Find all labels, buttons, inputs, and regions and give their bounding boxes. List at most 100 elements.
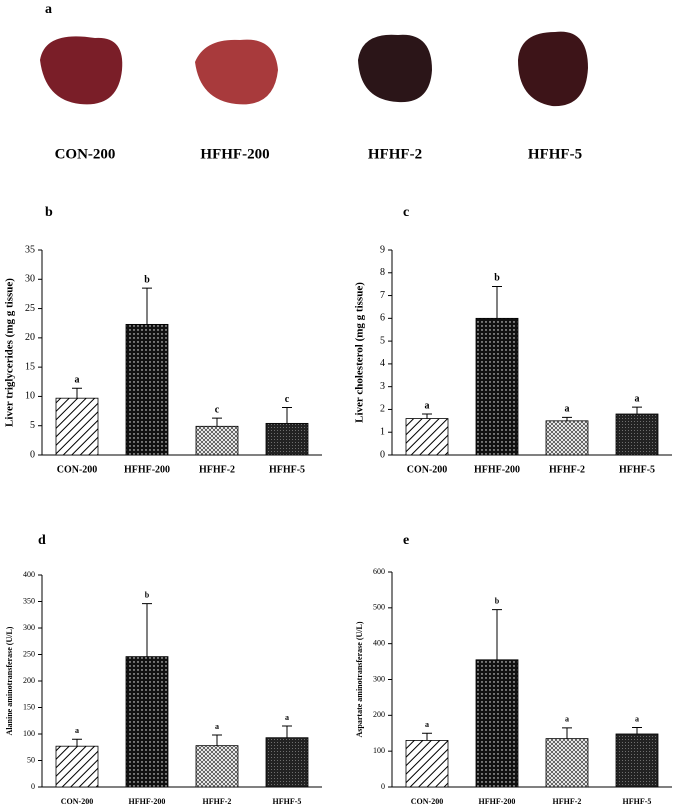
x-tick-label: HFHF-200	[474, 464, 520, 475]
significance-label: b	[145, 590, 150, 599]
y-tick-label: 100	[23, 729, 35, 738]
bar	[405, 740, 449, 788]
significance-label: a	[565, 715, 569, 724]
liver-photo	[518, 31, 588, 107]
bar	[545, 420, 589, 456]
significance-label: a	[215, 722, 219, 731]
error-bar	[142, 287, 152, 325]
x-tick-label: HFHF-200	[479, 797, 516, 806]
error-bar	[422, 413, 432, 419]
y-tick-label: 15	[25, 361, 35, 372]
y-tick-label: 30	[25, 274, 35, 285]
photo-caption: CON-200	[55, 146, 116, 162]
y-tick-label: 0	[381, 782, 385, 791]
panel-label: d	[38, 533, 46, 548]
photo-caption: HFHF-5	[528, 146, 582, 162]
y-tick-label: 100	[373, 746, 385, 755]
y-tick-label: 6	[380, 313, 385, 324]
error-bar	[422, 732, 432, 741]
bar	[265, 737, 309, 788]
error-bar	[212, 734, 222, 746]
significance-label: a	[425, 400, 430, 411]
x-tick-label: HFHF-5	[273, 797, 302, 806]
y-axis-label: Alanine aminotransferase (U/L)	[5, 626, 14, 735]
photo-caption: HFHF-200	[200, 146, 269, 162]
bar	[195, 745, 239, 788]
y-tick-label: 5	[380, 335, 385, 346]
x-tick-label: HFHF-5	[623, 797, 652, 806]
x-tick-label: HFHF-2	[553, 797, 582, 806]
x-tick-label: HFHF-5	[269, 464, 305, 475]
y-tick-label: 350	[23, 596, 35, 605]
x-tick-label: HFHF-5	[619, 464, 655, 475]
y-tick-label: 300	[373, 674, 385, 683]
y-tick-label: 2	[380, 404, 385, 415]
significance-label: c	[285, 394, 290, 405]
y-tick-label: 150	[23, 702, 35, 711]
bar	[125, 656, 169, 788]
error-bar	[632, 727, 642, 734]
error-bar	[562, 416, 572, 421]
significance-label: a	[635, 714, 639, 723]
liver-photo	[195, 39, 278, 105]
y-tick-label: 4	[380, 358, 385, 369]
y-axis-label: Aspartate aminotransferase (U/L)	[355, 621, 364, 737]
y-tick-label: 250	[23, 649, 35, 658]
y-tick-label: 10	[25, 391, 35, 402]
bar	[405, 418, 449, 456]
bar	[125, 323, 169, 456]
error-bar	[562, 727, 572, 739]
y-tick-label: 200	[23, 676, 35, 685]
photo-caption: HFHF-2	[368, 146, 422, 162]
y-tick-label: 25	[25, 303, 35, 314]
significance-label: a	[425, 720, 429, 729]
y-tick-label: 0	[30, 449, 35, 460]
x-tick-label: HFHF-2	[549, 464, 585, 475]
y-tick-label: 3	[380, 381, 385, 392]
bar	[615, 733, 659, 788]
error-bar	[492, 609, 502, 660]
panel-label: c	[403, 205, 409, 220]
y-tick-label: 200	[373, 710, 385, 719]
y-tick-label: 9	[380, 244, 385, 255]
significance-label: b	[144, 274, 150, 285]
panel-label: b	[45, 205, 53, 220]
x-tick-label: CON-200	[411, 797, 443, 806]
x-tick-label: HFHF-2	[199, 464, 235, 475]
bar	[615, 413, 659, 456]
y-tick-label: 7	[380, 290, 385, 301]
liver-photo	[40, 36, 123, 105]
bar	[55, 397, 99, 456]
y-axis-label: Liver triglycerides (mg g tissue)	[4, 278, 16, 427]
y-tick-label: 500	[373, 603, 385, 612]
significance-label: a	[285, 713, 289, 722]
x-tick-label: HFHF-2	[203, 797, 232, 806]
y-tick-label: 300	[23, 623, 35, 632]
significance-label: a	[635, 393, 640, 404]
error-bar	[212, 417, 222, 427]
error-bar	[282, 725, 292, 738]
y-tick-label: 1	[380, 427, 385, 438]
bar	[265, 422, 309, 456]
y-tick-label: 8	[380, 267, 385, 278]
significance-label: a	[75, 375, 80, 386]
bar	[545, 738, 589, 788]
significance-label: b	[495, 596, 500, 605]
x-tick-label: CON-200	[57, 464, 98, 475]
significance-label: b	[494, 273, 500, 284]
y-tick-label: 400	[23, 570, 35, 579]
bar	[475, 659, 519, 788]
significance-label: a	[75, 726, 79, 735]
error-bar	[72, 738, 82, 747]
x-tick-label: HFHF-200	[129, 797, 166, 806]
y-tick-label: 400	[373, 638, 385, 647]
panel-label: e	[403, 533, 409, 548]
y-tick-label: 35	[25, 244, 35, 255]
panel-label: a	[45, 2, 52, 17]
y-tick-label: 0	[31, 782, 35, 791]
x-tick-label: HFHF-200	[124, 464, 170, 475]
error-bar	[632, 406, 642, 414]
significance-label: a	[565, 404, 570, 415]
error-bar	[142, 603, 152, 657]
